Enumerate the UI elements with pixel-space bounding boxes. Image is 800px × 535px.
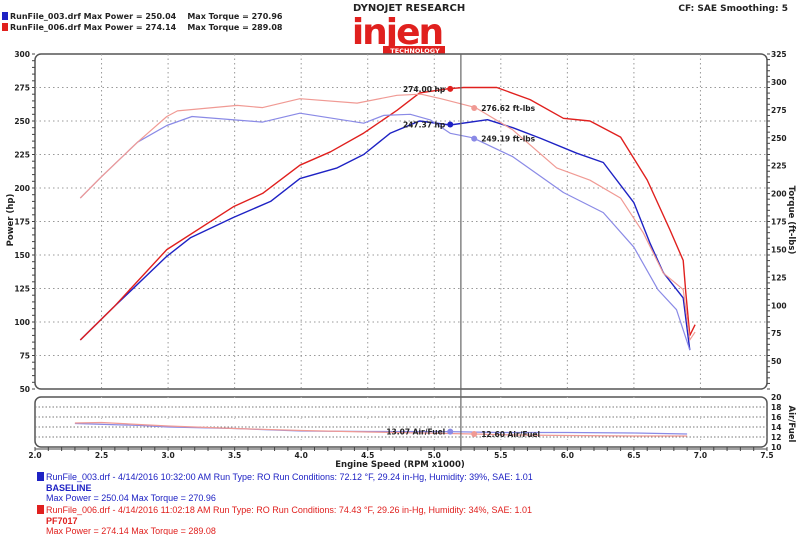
torque-tick-label: 200 — [771, 190, 787, 199]
legend-conditions: RunFile_003.drf - 4/14/2016 10:32:00 AM … — [46, 472, 533, 482]
legend-conditions: RunFile_006.drf - 4/14/2016 11:02:18 AM … — [46, 505, 533, 515]
torque-tick-label: 225 — [771, 162, 787, 171]
power-tick-label: 150 — [14, 251, 30, 260]
torque-tick-label: 175 — [771, 218, 787, 227]
x-tick-label: 5.0 — [428, 451, 441, 460]
x-axis-label: Engine Speed (RPM x1000) — [335, 460, 465, 470]
x-tick-label: 3.5 — [228, 451, 241, 460]
run-max-power: Max Power = 250.04 — [83, 12, 177, 21]
power-tick-label: 100 — [14, 318, 30, 327]
settings-label: CF: SAE Smoothing: 5 — [678, 4, 788, 14]
torque-tick-label: 275 — [771, 106, 787, 115]
power-tick-label: 250 — [14, 117, 30, 126]
power-tick-label: 225 — [14, 151, 30, 160]
series-power-run-2 — [79, 86, 696, 341]
annotation-marker — [447, 85, 454, 92]
afr-tick-label: 18 — [771, 403, 781, 412]
torque-tick-label: 75 — [771, 329, 781, 338]
annotation-label: 247.37 hp — [403, 120, 446, 129]
injen-logo: injen TECHNOLOGY — [352, 12, 445, 55]
run-max-torque: Max Torque = 289.08 — [187, 23, 283, 32]
torque-tick-label: 300 — [771, 78, 787, 87]
torque-tick-label: 325 — [771, 50, 787, 59]
run-color-swatch — [2, 23, 8, 31]
afr-tick-label: 12 — [771, 433, 781, 442]
power-tick-label: 175 — [14, 218, 30, 227]
legend-run-1: RunFile_003.drf - 4/14/2016 10:32:00 AM … — [37, 472, 533, 504]
afr-tick-label: 16 — [771, 413, 781, 422]
torque-tick-label: 100 — [771, 301, 787, 310]
x-tick-label: 5.5 — [494, 451, 507, 460]
afr-plot-frame — [34, 396, 768, 448]
annotation-marker — [447, 428, 454, 435]
series-afr-run-2 — [74, 421, 688, 437]
power-tick-label: 75 — [20, 352, 30, 361]
annotation-label: 274.00 hp — [403, 85, 446, 94]
x-tick-label: 6.5 — [627, 451, 640, 460]
x-tick-label: 4.5 — [361, 451, 374, 460]
x-tick-label: 6.0 — [561, 451, 574, 460]
afr-tick-label: 10 — [771, 443, 781, 452]
x-tick-label: 3.0 — [161, 451, 174, 460]
x-tick-label: 2.5 — [95, 451, 108, 460]
run-file: RunFile_006.drf — [10, 23, 81, 32]
power-tick-label: 125 — [14, 285, 30, 294]
afr-axis-label: Air/Fuel — [786, 406, 796, 443]
svg-text:TECHNOLOGY: TECHNOLOGY — [390, 47, 440, 55]
power-tick-label: 200 — [14, 184, 30, 193]
run-max-power: Max Power = 274.14 — [83, 23, 177, 32]
legend-max-values: Max Power = 250.04 Max Torque = 270.96 — [46, 493, 216, 503]
brand-title: DYNOJET RESEARCH — [353, 3, 466, 14]
legend-run-name: PF7017 — [46, 515, 78, 526]
power-tick-label: 300 — [14, 50, 30, 59]
torque-tick-label: 150 — [771, 245, 787, 254]
annotation-label: 12.60 Air/Fuel — [481, 430, 540, 439]
legend-max-values: Max Power = 274.14 Max Torque = 289.08 — [46, 526, 216, 535]
torque-tick-label: 125 — [771, 273, 787, 282]
run-file: RunFile_003.drf — [10, 12, 81, 21]
run-summary-1: RunFile_003.drf Max Power = 250.04 Max T… — [2, 12, 282, 21]
x-tick-label: 7.5 — [760, 451, 773, 460]
series-torque-run-1 — [79, 112, 691, 351]
annotation-label: 13.07 Air/Fuel — [386, 428, 445, 437]
x-tick-label: 2.0 — [28, 451, 41, 460]
legend-run-name: BASELINE — [46, 482, 92, 493]
torque-axis-label: Torque (ft-lbs) — [786, 186, 796, 255]
dyno-plot: 2.0 2.5 3.0 3.5 4.0 4.5 5.0 5.5 6.0 6.5 7.0 7.5 Engi… — [6, 50, 796, 470]
afr-tick-label: 14 — [771, 423, 781, 432]
run-color-swatch — [2, 12, 8, 20]
annotation-label: 276.62 ft-lbs — [481, 104, 535, 113]
power-axis-label: Power (hp) — [6, 194, 16, 247]
annotation-marker — [471, 135, 478, 142]
annotation-label: 249.19 ft-lbs — [481, 135, 535, 144]
x-tick-label: 4.0 — [295, 451, 308, 460]
annotation-marker — [471, 431, 478, 437]
run-summary-2: RunFile_006.drf Max Power = 274.14 Max T… — [2, 23, 282, 32]
series-torque-run-2 — [79, 93, 696, 341]
annotation-marker — [471, 105, 478, 112]
torque-tick-label: 50 — [771, 357, 781, 366]
run-max-torque: Max Torque = 270.96 — [187, 12, 283, 21]
x-tick-label: 7.0 — [694, 451, 707, 460]
annotation-marker — [447, 121, 454, 128]
torque-tick-label: 250 — [771, 134, 787, 143]
power-tick-label: 50 — [20, 385, 30, 394]
afr-tick-label: 20 — [771, 393, 781, 402]
legend-run-2: RunFile_006.drf - 4/14/2016 11:02:18 AM … — [37, 505, 532, 535]
power-tick-label: 275 — [14, 84, 30, 93]
